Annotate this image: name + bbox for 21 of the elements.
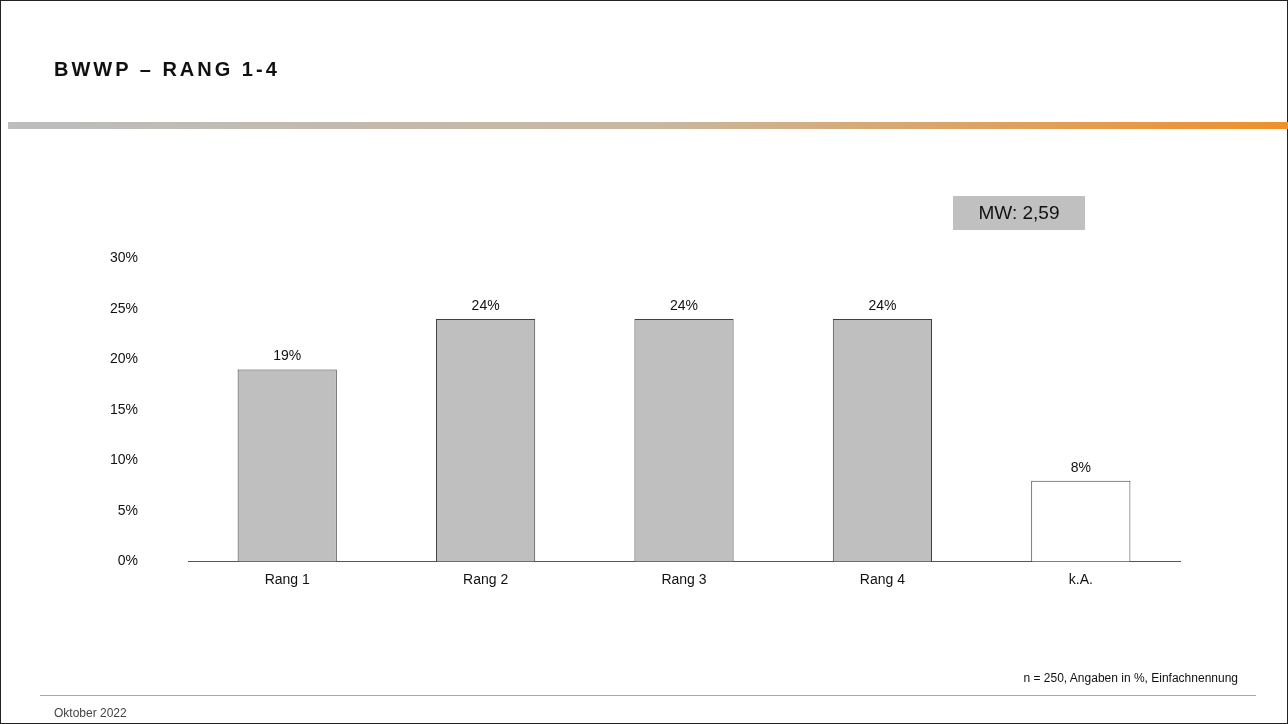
x-tick-label: Rang 2: [463, 570, 509, 587]
text: n = 250, Angaben in %, Einfachnennung: [1023, 671, 1238, 685]
y-tick-label: 20%: [109, 350, 139, 367]
data-label: 19%: [273, 347, 302, 364]
text: MW: 2,59: [953, 196, 1085, 230]
x-tick-label: k.A.: [1068, 570, 1093, 587]
y-tick-label: 25%: [109, 299, 139, 316]
x-tick-label: Rang 3: [661, 570, 707, 587]
y-tick-label: 10%: [109, 451, 139, 468]
chart-title: BWWP – RANG 1-4: [54, 58, 280, 81]
data-label: 24%: [669, 296, 699, 313]
x-tick-label: Rang 1: [264, 570, 310, 587]
text: Oktober 2022: [54, 706, 127, 720]
data-label: 24%: [868, 296, 897, 313]
y-tick-label: 15%: [109, 400, 139, 417]
y-tick-label: 30%: [109, 249, 139, 266]
y-tick-label: 5%: [117, 501, 139, 518]
data-label: 24%: [471, 296, 500, 313]
x-tick-label: Rang 4: [859, 570, 906, 587]
y-tick-label: 0%: [117, 552, 139, 569]
data-label: 8%: [1070, 458, 1091, 475]
